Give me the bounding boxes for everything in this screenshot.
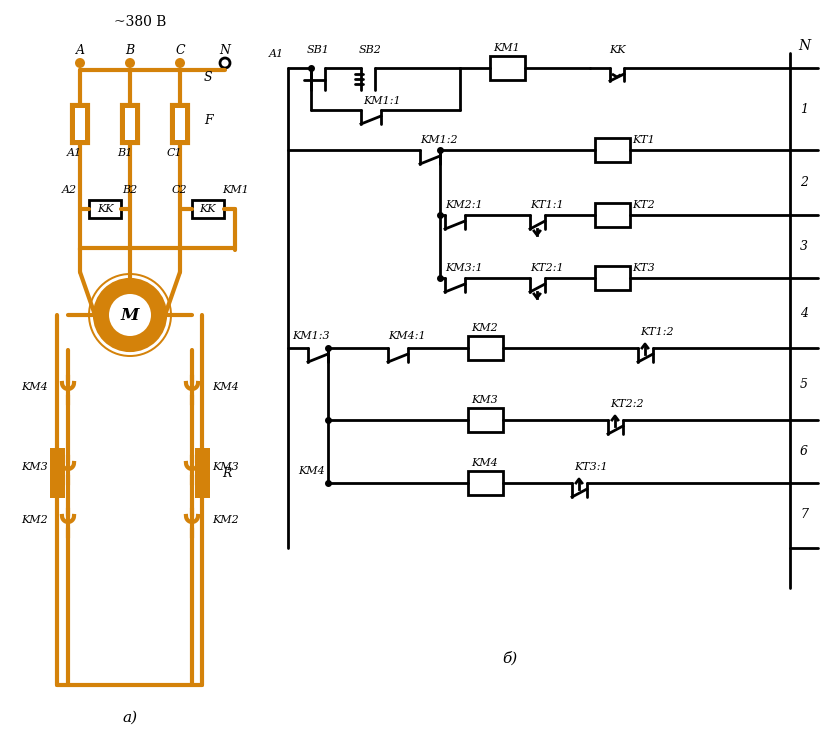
- Text: 1: 1: [800, 103, 808, 115]
- Text: A1: A1: [67, 148, 82, 158]
- Text: KM1: KM1: [222, 185, 249, 195]
- Text: KM2: KM2: [21, 515, 48, 525]
- Circle shape: [175, 58, 185, 68]
- Bar: [195, 448, 210, 498]
- Text: 4: 4: [800, 306, 808, 320]
- Bar: [468, 471, 503, 495]
- Text: KM4: KM4: [21, 382, 48, 392]
- Circle shape: [108, 293, 152, 337]
- Text: C: C: [175, 44, 185, 56]
- Bar: [122, 105, 138, 143]
- Text: A2: A2: [62, 185, 77, 195]
- Text: KT1:2: KT1:2: [640, 327, 674, 337]
- Text: KT3:1: KT3:1: [574, 462, 608, 472]
- Bar: [595, 266, 630, 290]
- Text: A: A: [75, 44, 84, 56]
- Text: N: N: [220, 44, 230, 56]
- Text: KM4: KM4: [298, 466, 325, 476]
- Circle shape: [125, 58, 135, 68]
- Text: A1: A1: [269, 49, 284, 59]
- Bar: [172, 105, 188, 143]
- Text: KT1: KT1: [632, 135, 655, 145]
- Bar: [172, 105, 188, 143]
- Text: KK: KK: [97, 204, 113, 214]
- Text: KT2:1: KT2:1: [530, 263, 563, 273]
- Text: N: N: [798, 39, 810, 53]
- Bar: [468, 336, 503, 360]
- Text: KM2: KM2: [212, 515, 239, 525]
- Circle shape: [109, 294, 151, 336]
- Text: KM1:1: KM1:1: [363, 96, 401, 106]
- Text: KM1: KM1: [494, 43, 520, 53]
- Text: S: S: [204, 70, 212, 84]
- Text: KM2: KM2: [472, 323, 498, 333]
- Text: B: B: [126, 44, 135, 56]
- Bar: [468, 408, 503, 432]
- Text: B1: B1: [117, 148, 132, 158]
- Text: 5: 5: [800, 377, 808, 391]
- Text: а): а): [122, 711, 138, 725]
- Text: SB2: SB2: [358, 45, 382, 55]
- Text: 3: 3: [800, 240, 808, 252]
- Bar: [75, 108, 85, 140]
- Text: 6: 6: [800, 445, 808, 457]
- Circle shape: [75, 58, 85, 68]
- Text: M: M: [121, 306, 140, 323]
- Text: C2: C2: [172, 185, 188, 195]
- Text: KM1:3: KM1:3: [292, 331, 330, 341]
- Text: KT1:1: KT1:1: [530, 200, 563, 210]
- Text: KM4: KM4: [472, 458, 498, 468]
- Text: KM1:2: KM1:2: [420, 135, 458, 145]
- Bar: [192, 200, 224, 218]
- Bar: [595, 138, 630, 162]
- Bar: [595, 203, 630, 227]
- Bar: [122, 105, 138, 143]
- Bar: [50, 448, 65, 498]
- Circle shape: [220, 58, 230, 68]
- Text: KM4: KM4: [212, 382, 239, 392]
- Bar: [89, 200, 121, 218]
- Bar: [72, 105, 88, 143]
- Text: 2: 2: [800, 175, 808, 189]
- Text: R: R: [222, 466, 231, 480]
- Text: KK: KK: [609, 45, 625, 55]
- Text: KT2: KT2: [632, 200, 655, 210]
- Text: KM3: KM3: [472, 395, 498, 405]
- Text: KM3:1: KM3:1: [445, 263, 482, 273]
- Text: F: F: [204, 113, 212, 127]
- Text: B2: B2: [122, 185, 137, 195]
- Circle shape: [95, 280, 165, 350]
- Text: KM2:1: KM2:1: [445, 200, 482, 210]
- Text: KT2:2: KT2:2: [610, 399, 643, 409]
- Text: SB1: SB1: [306, 45, 330, 55]
- Text: ~380 В: ~380 В: [114, 15, 166, 29]
- Text: KT3: KT3: [632, 263, 655, 273]
- Text: KM4:1: KM4:1: [388, 331, 425, 341]
- Text: C1: C1: [167, 148, 183, 158]
- Text: б): б): [502, 650, 518, 665]
- Text: KM3: KM3: [212, 462, 239, 472]
- Bar: [72, 105, 88, 143]
- Text: KK: KK: [199, 204, 216, 214]
- Text: 7: 7: [800, 508, 808, 522]
- Bar: [125, 108, 135, 140]
- Text: KM3: KM3: [21, 462, 48, 472]
- Bar: [490, 56, 525, 80]
- Bar: [175, 108, 185, 140]
- Circle shape: [90, 275, 170, 355]
- Circle shape: [88, 273, 172, 357]
